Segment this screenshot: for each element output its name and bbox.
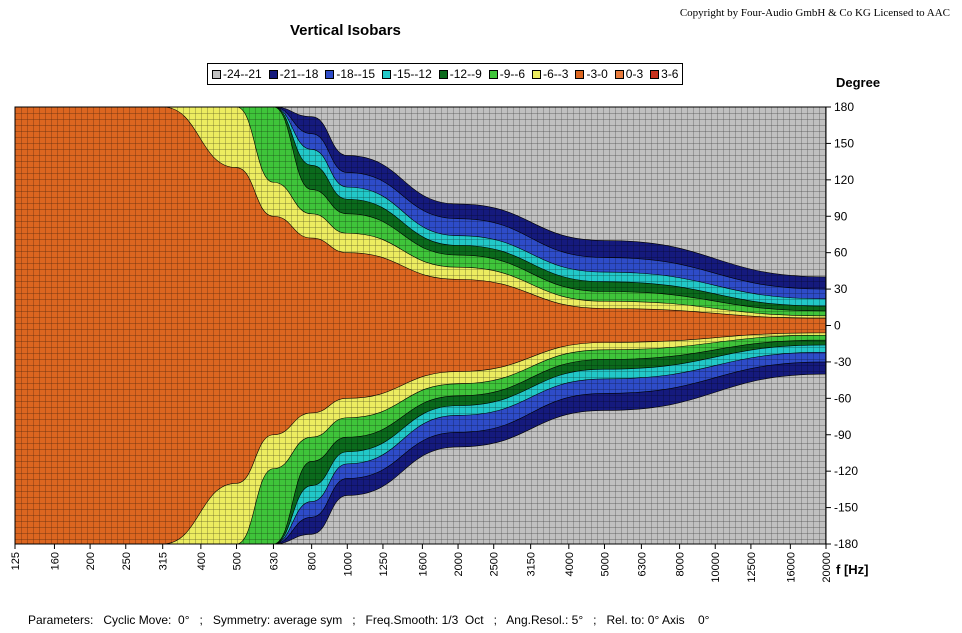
chart-title: Vertical Isobars <box>290 22 401 39</box>
x-tick-label: 400 <box>196 552 208 570</box>
y-tick-label: 90 <box>834 209 848 223</box>
x-tick-label: 12500 <box>746 552 758 583</box>
legend-item: -3-0 <box>575 67 608 81</box>
x-tick-label: 125 <box>10 552 22 570</box>
copyright-notice: Copyright by Four-Audio GmbH & Co KG Lic… <box>679 7 950 19</box>
x-tick-label: 6300 <box>636 552 648 576</box>
y-tick-label: -60 <box>834 391 852 405</box>
legend-item: -6--3 <box>532 67 568 81</box>
x-tick-label: 1000 <box>342 552 354 576</box>
legend-label: -9--6 <box>499 67 526 81</box>
legend-swatch <box>268 69 278 79</box>
x-tick-label: 315 <box>158 552 170 570</box>
y-tick-label: -180 <box>834 537 858 551</box>
legend-item: -12--9 <box>438 67 482 81</box>
legend-swatch <box>650 69 660 79</box>
y-axis-label: Degree <box>836 75 880 90</box>
legend-swatch <box>614 69 624 79</box>
x-tick-label: 500 <box>232 552 244 570</box>
x-tick-label: 16000 <box>785 552 797 583</box>
parameters-bar: Parameters: Cyclic Move: 0° ; Symmetry: … <box>28 613 710 627</box>
x-axis-label: f [Hz] <box>836 562 869 577</box>
legend-item: -9--6 <box>488 67 526 81</box>
y-tick-label: 60 <box>834 246 848 260</box>
y-tick-label: 120 <box>834 173 854 187</box>
legend-swatch <box>325 69 335 79</box>
legend-label: 0-3 <box>625 67 644 81</box>
legend-label: -18--15 <box>336 67 376 81</box>
x-axis: 125 160 200 250 315 400 500 630 800 1000 1250 1600 2… <box>10 544 833 583</box>
x-tick-label: 4000 <box>564 552 576 576</box>
y-tick-label: -90 <box>834 428 852 442</box>
isobar-chart: 125 160 200 250 315 400 500 630 800 1000 1250 1600 2… <box>10 75 880 583</box>
y-tick-label: 0 <box>834 319 841 333</box>
x-tick-label: 3150 <box>526 552 538 576</box>
x-tick-label: 20000 <box>821 552 833 583</box>
x-tick-label: 2000 <box>453 552 465 576</box>
legend-item: 0-3 <box>614 67 644 81</box>
x-tick-label: 630 <box>268 552 280 570</box>
x-tick-label: 2500 <box>489 552 501 576</box>
legend-swatch <box>575 69 585 79</box>
y-axis: 180 150 120 90 60 30 0 -30 -60 -90 -120 -150 -180 <box>826 100 858 551</box>
y-tick-label: -150 <box>834 501 858 515</box>
y-tick-label: 150 <box>834 136 854 150</box>
x-tick-label: 200 <box>85 552 97 570</box>
y-tick-label: -30 <box>834 355 852 369</box>
legend-label: -3-0 <box>586 67 608 81</box>
legend-label: -12--9 <box>449 67 482 81</box>
y-tick-label: 30 <box>834 282 848 296</box>
x-tick-label: 1250 <box>378 552 390 576</box>
legend-label: -21--18 <box>279 67 319 81</box>
legend-swatch <box>438 69 448 79</box>
legend-item: -24--21 <box>212 67 262 81</box>
x-tick-label: 5000 <box>599 552 611 576</box>
x-tick-label: 160 <box>49 552 61 570</box>
legend-swatch <box>532 69 542 79</box>
legend-item: -21--18 <box>268 67 319 81</box>
legend-label: -24--21 <box>223 67 262 81</box>
legend: -24--21 -21--18 -18--15 -15--12 -12--9 -9--6 -… <box>207 63 684 85</box>
x-tick-label: 1600 <box>417 552 429 576</box>
legend-item: -18--15 <box>325 67 375 81</box>
legend-swatch <box>212 69 221 79</box>
y-tick-label: -120 <box>834 464 858 478</box>
x-tick-label: 800 <box>307 552 319 570</box>
legend-label: 3-6 <box>661 67 679 81</box>
y-tick-label: 180 <box>834 100 854 114</box>
x-tick-label: 250 <box>121 552 133 570</box>
legend-swatch <box>382 69 392 79</box>
legend-item: -15--12 <box>382 67 432 81</box>
legend-swatch <box>488 69 498 79</box>
legend-label: -15--12 <box>393 67 432 81</box>
plot-grid <box>15 107 826 544</box>
legend-label: -6--3 <box>543 67 569 81</box>
legend-item: 3-6 <box>650 67 678 81</box>
x-tick-label: 10000 <box>710 552 722 583</box>
x-tick-label: 8000 <box>675 552 687 576</box>
